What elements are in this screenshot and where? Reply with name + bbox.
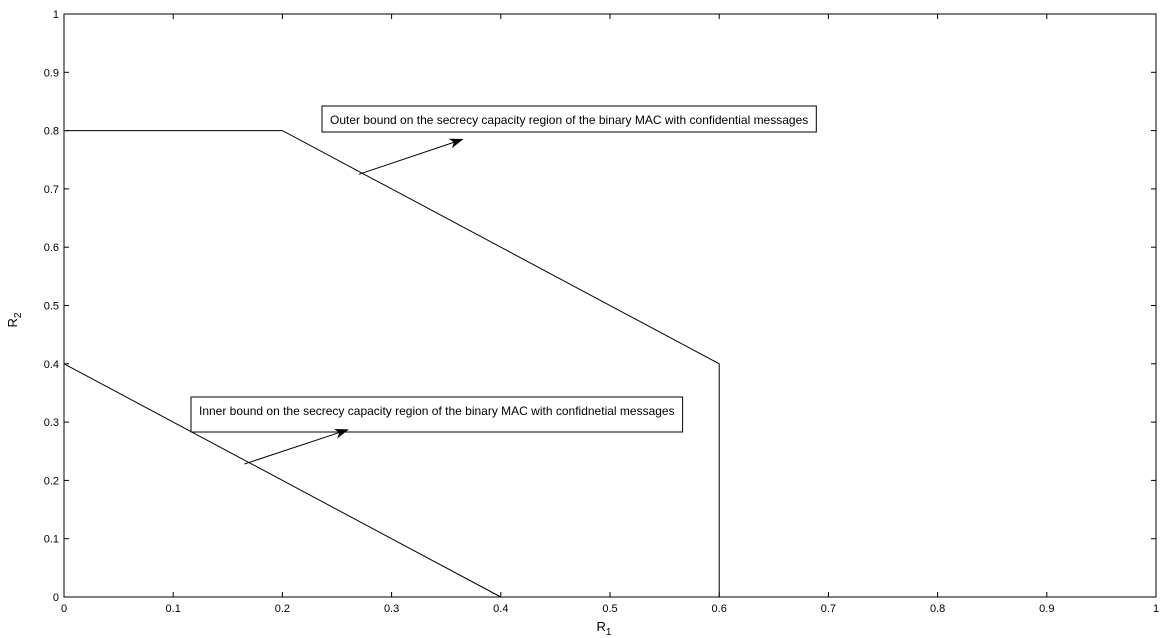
- x-tick-label: 0.4: [493, 603, 508, 615]
- y-tick-label: 0.3: [44, 417, 59, 429]
- series-line-1: [64, 130, 720, 597]
- x-tick-label: 1: [1153, 603, 1159, 615]
- x-tick-label: 0.7: [821, 603, 836, 615]
- annotation-arrow: [358, 138, 464, 175]
- x-tick-label: 0: [61, 603, 67, 615]
- y-tick-label: 0.8: [44, 126, 59, 138]
- x-axis-label-subscript: 1: [606, 627, 612, 638]
- annotation-box: [190, 396, 684, 433]
- annotation-text: Inner bound on the secrecy capacity regi…: [199, 404, 675, 418]
- y-tick-label: 0: [53, 592, 59, 604]
- x-tick-label: 0.2: [275, 603, 290, 615]
- annotation-2: Inner bound on the secrecy capacity regi…: [190, 396, 684, 465]
- y-axis-label-main: R: [5, 318, 20, 327]
- annotation-arrow: [244, 429, 349, 465]
- y-tick-label: 0.9: [44, 67, 59, 79]
- annotation-1: Outer bound on the secrecy capacity regi…: [321, 105, 817, 175]
- x-tick-label: 0.1: [166, 603, 181, 615]
- x-tick-label: 0.9: [1039, 603, 1054, 615]
- x-axis-label: R1: [597, 619, 612, 638]
- y-axis-label: R2: [5, 312, 24, 327]
- y-tick-label: 0.7: [44, 184, 59, 196]
- y-tick-label: 0.5: [44, 301, 59, 313]
- annotation-layer: Outer bound on the secrecy capacity regi…: [190, 105, 817, 465]
- y-axis-label-subscript: 2: [13, 312, 24, 318]
- y-tick-label: 0.2: [44, 475, 59, 487]
- x-tick-label: 0.5: [602, 603, 617, 615]
- x-tick-label: 0.3: [384, 603, 399, 615]
- x-axis-label-main: R: [597, 619, 606, 634]
- series-line-2: [63, 363, 502, 598]
- y-tick-label: 0.6: [44, 242, 59, 254]
- y-tick-label: 0.4: [44, 359, 59, 371]
- x-tick-label: 0.6: [712, 603, 727, 615]
- annotation-box: [321, 105, 817, 133]
- series-layer: [63, 130, 720, 598]
- x-tick-label: 0.8: [930, 603, 945, 615]
- ticks-layer: 0 0.1 0.2 0.3 0.4 0.5 0.6 0.7 0.8 0.9 1 0 0.1 0.2 0.3 0…: [44, 9, 1159, 615]
- annotation-text: Outer bound on the secrecy capacity regi…: [330, 113, 808, 127]
- y-tick-label: 0.1: [44, 534, 59, 546]
- y-tick-label: 1: [53, 9, 59, 21]
